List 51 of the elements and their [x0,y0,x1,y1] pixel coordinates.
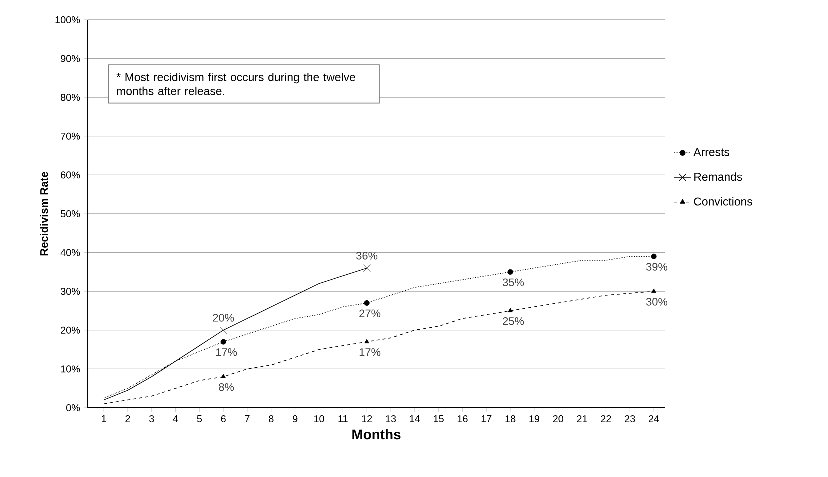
x-tick-label: 12 [362,415,372,422]
x-tick-label: 4 [173,415,178,422]
y-tick-label: 70% [61,132,80,140]
x-tick-label: 21 [577,415,588,422]
legend-label: Arrests [694,148,730,156]
y-tick-label: 80% [61,94,80,102]
y-tick-label: 30% [60,288,80,296]
data-label: 25% [503,318,524,326]
legend-label: Convictions [694,197,752,206]
data-label: 27% [360,310,381,318]
legend-label: Remands [694,172,742,182]
y-axis-title: Recidivism Rate [40,172,48,256]
x-tick-label: 11 [338,415,348,422]
x-tick-label: 14 [410,415,420,422]
x-tick-label: 20 [553,415,564,423]
y-tick-label: 50% [60,210,80,218]
x-tick-label: 2 [126,415,130,422]
data-label: 35% [502,278,524,286]
x-tick-label: 15 [434,415,444,422]
x-tick-label: 9 [293,415,298,423]
x-tick-label: 13 [386,415,396,423]
x-tick-label: 24 [648,415,660,422]
data-label: 36% [356,252,378,260]
y-tick-label: 100% [56,16,80,24]
x-tick-label: 19 [530,415,540,423]
x-tick-label: 10 [314,415,324,423]
data-label: 17% [216,348,238,356]
data-label: 8% [219,383,234,392]
y-tick-label: 20% [61,326,80,334]
y-tick-label: 60% [61,172,80,179]
x-tick-label: 22 [601,415,612,422]
y-tick-label: 0% [66,404,80,412]
y-tick-label: 40% [60,249,80,256]
data-label: 30% [646,298,668,306]
x-tick-label: 1 [102,415,106,422]
x-tick-label: 7 [245,415,250,422]
x-axis-title: Months [352,429,401,440]
x-tick-label: 6 [221,415,226,423]
annotation: * Most recidivism first occurs during the twelve months after release. [116,72,356,96]
data-label: 17% [360,348,381,356]
x-tick-label: 17 [482,415,492,422]
x-tick-label: 8 [269,415,274,423]
y-tick-label: 90% [61,55,80,62]
x-tick-label: 16 [458,415,468,423]
x-tick-label: 18 [506,415,516,423]
x-tick-label: 23 [625,415,636,423]
y-tick-label: 10% [61,366,80,373]
x-tick-label: 3 [149,415,154,423]
data-label: 20% [213,314,234,322]
x-tick-label: 5 [197,415,202,422]
data-label: 39% [646,263,668,271]
